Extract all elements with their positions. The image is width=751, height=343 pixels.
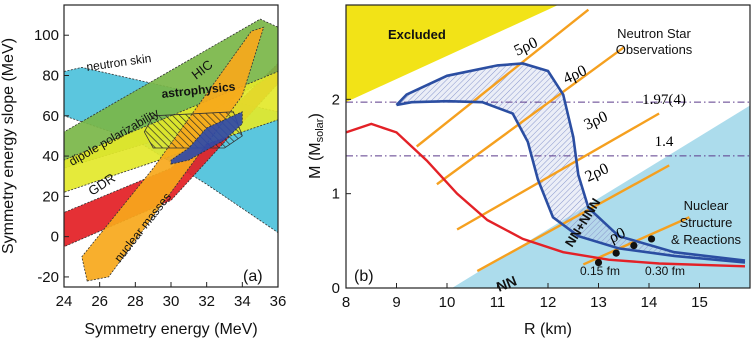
label-rho-5: 5ρ0 [512,34,541,60]
x-tick-label: 26 [91,293,108,310]
panel-b-x-axis-label: R (km) [524,321,572,338]
label-nuclear-1: Nuclear [684,198,729,213]
density-marker [630,241,638,250]
label-rho-3: 3ρ0 [582,108,611,134]
x-tick-label: 14 [641,294,658,311]
curve-nn-nnn-lower [396,99,746,264]
label-rho-4: 4ρ0 [561,62,590,88]
label-rho-1: ρ0 [607,224,629,246]
region-nuclear-structure [452,105,750,288]
x-tick-label: 30 [163,293,180,310]
region-excluded [346,5,559,103]
region-HIC [64,18,278,169]
x-tick-label: 8 [342,294,350,311]
region-GDR [64,62,278,248]
curve-nn [346,122,746,268]
panel-a: 24 26 28 30 32 34 36 -20 0 20 40 60 80 100 neutron sk… [0,4,287,338]
region-joint-constraint [170,111,243,165]
panel-a-y-axis-label: Symmetry energy slope (MeV) [0,38,17,254]
y-tick-label: 100 [34,27,59,44]
curve-nn-nnn-upper [395,62,746,262]
y-tick-label: 2 [332,91,340,108]
y-tick-label: 0 [51,229,59,246]
x-tick-label: 34 [234,293,251,310]
panel-b-y-axis-label: M (Msolar) [307,113,326,179]
x-tick-label: 12 [540,294,557,311]
x-tick-label: 9 [392,294,400,311]
y-tick-label: 60 [42,108,59,125]
label-rho-2: 2ρ0 [583,160,612,186]
label-neutron-skin: neutron skin [85,51,152,74]
label-density-015: 0.15 fm [580,264,620,278]
label-neutron-star-1: Neutron Star [617,26,691,41]
label-mass-14: 1.4 [655,134,674,150]
density-line [436,46,625,186]
panel-a-tag: (a) [243,268,263,285]
label-density-030: 0.30 fm [645,264,685,278]
density-line [415,8,590,148]
label-neutron-star-2: Observations [616,42,693,57]
density-line [456,112,660,231]
x-tick-label: 10 [439,294,456,311]
x-tick-label: 28 [127,293,144,310]
y-tick-label: 20 [42,188,59,205]
x-tick-label: 32 [198,293,215,310]
label-nn: NN [494,272,519,294]
y-tick-label: 1 [332,186,340,203]
label-mass-197: 1.97(4) [642,92,686,108]
density-marker [612,249,620,257]
panel-b-tag: (b) [354,268,374,285]
panel-a-x-axis-label: Symmetry energy (MeV) [84,321,257,338]
y-tick-label: -20 [37,269,59,286]
x-tick-label: 24 [56,293,73,310]
label-nuclear-3: & Reactions [671,232,742,247]
x-tick-label: 15 [691,294,708,311]
density-marker [594,258,603,267]
label-nuclear-2: Structure [680,215,733,230]
x-tick-label: 36 [270,293,287,310]
x-tick-label: 13 [590,294,607,311]
y-tick-label: 0 [332,280,340,297]
density-line [476,164,670,273]
region-nuclear-masses [81,26,265,282]
density-marker [647,235,656,243]
label-excluded: Excluded [388,27,446,42]
y-tick-label: 40 [42,148,59,165]
y-tick-label: 80 [42,68,59,85]
x-tick-label: 11 [490,294,506,311]
